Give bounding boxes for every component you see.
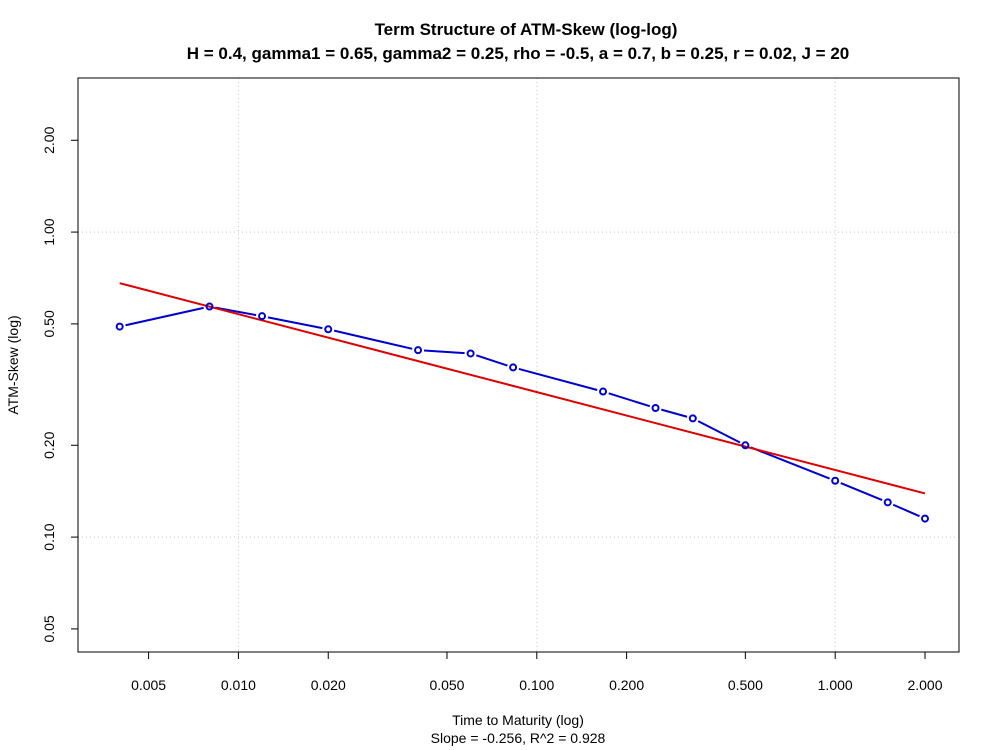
y-axis: 0.05 0.10 0.20 0.50 1.00 2.00 (41, 126, 78, 643)
x-axis: 0.005 0.010 0.020 0.050 0.100 0.200 0.500 1.000… (131, 652, 943, 693)
data-point (741, 441, 750, 450)
x-tick-label: 0.020 (311, 677, 346, 693)
series-segment (608, 392, 651, 408)
x-tick-label: 0.200 (609, 677, 644, 693)
data-point (324, 325, 333, 334)
series-segment (892, 503, 920, 518)
x-tick-label: 0.500 (728, 677, 763, 693)
y-tick-label: 0.10 (41, 523, 57, 550)
series-segment (333, 329, 413, 350)
data-point (883, 498, 892, 507)
x-axis-label: Time to Maturity (log) (452, 712, 584, 728)
series-segment (750, 446, 830, 480)
x-tick-label: 0.005 (131, 677, 166, 693)
series-segment (661, 408, 688, 418)
data-point (258, 312, 267, 321)
x-tick-label: 1.000 (818, 677, 853, 693)
series-segment (840, 482, 883, 501)
data-point (466, 349, 475, 358)
y-tick-label: 2.00 (41, 126, 57, 153)
data-point (509, 363, 518, 372)
chart-title: Term Structure of ATM-Skew (log-log) (375, 20, 678, 39)
data-point (205, 302, 214, 311)
series-segment (423, 349, 465, 355)
y-tick-label: 0.20 (41, 431, 57, 458)
data-point (599, 387, 608, 396)
x-tick-label: 2.000 (907, 677, 942, 693)
data-point (651, 403, 660, 412)
x-tick-label: 0.010 (221, 677, 256, 693)
plot-series (115, 282, 930, 523)
series-segment (267, 316, 323, 330)
x-tick-label: 0.100 (519, 677, 554, 693)
x-tick-label: 0.050 (429, 677, 464, 693)
y-tick-label: 0.05 (41, 615, 57, 642)
series-segment (215, 306, 257, 317)
grid (78, 78, 959, 652)
data-point (831, 476, 840, 485)
series-segment (125, 306, 204, 327)
chart-footnote: Slope = -0.256, R^2 = 0.928 (431, 730, 606, 746)
fit-line (119, 282, 926, 495)
data-point (414, 346, 423, 355)
data-point (688, 414, 697, 423)
plot-frame (77, 77, 960, 653)
chart-subtitle: H = 0.4, gamma1 = 0.65, gamma2 = 0.25, r… (187, 44, 849, 63)
y-axis-label: ATM-Skew (log) (5, 315, 21, 414)
data-point (115, 322, 124, 331)
series-segment (475, 354, 508, 367)
series-segment (518, 367, 598, 391)
data-point (921, 514, 930, 523)
series-segment (697, 420, 741, 444)
y-tick-label: 1.00 (41, 218, 57, 245)
y-tick-label: 0.50 (41, 310, 57, 337)
